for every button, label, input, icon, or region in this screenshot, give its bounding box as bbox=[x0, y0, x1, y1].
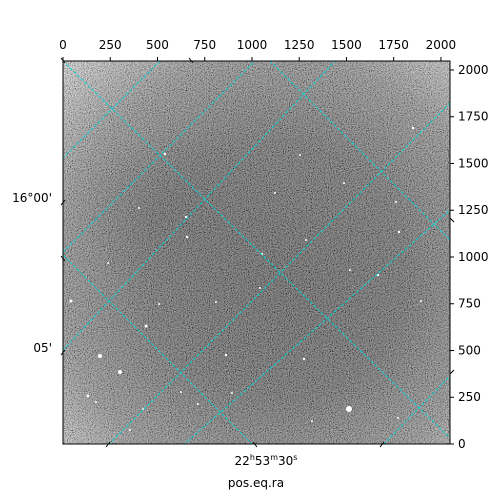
grid-line bbox=[108, 102, 450, 444]
star bbox=[142, 408, 144, 410]
star bbox=[346, 406, 352, 412]
grid-line bbox=[63, 61, 336, 351]
right-tick-label: 1500 bbox=[458, 156, 489, 170]
star bbox=[184, 215, 188, 219]
grid-line bbox=[63, 254, 253, 444]
star bbox=[69, 299, 73, 303]
star bbox=[397, 230, 401, 234]
stars-layer bbox=[69, 126, 422, 431]
star bbox=[129, 429, 131, 431]
star bbox=[163, 152, 167, 156]
star bbox=[311, 420, 313, 422]
right-tick-label: 1000 bbox=[458, 250, 489, 264]
star bbox=[299, 154, 301, 156]
grid-line bbox=[383, 375, 450, 444]
x-axis-label: pos.eq.ra bbox=[228, 476, 284, 490]
star bbox=[180, 391, 182, 393]
right-tick-label: 1750 bbox=[458, 110, 489, 124]
right-tick-label: 250 bbox=[458, 390, 481, 404]
ra-label: 22h53m30s bbox=[235, 453, 298, 468]
top-tick-label: 1250 bbox=[284, 38, 315, 52]
grid-line bbox=[63, 61, 256, 253]
star bbox=[95, 401, 97, 403]
star bbox=[343, 182, 345, 184]
right-tick-label: 750 bbox=[458, 297, 481, 311]
star bbox=[118, 370, 122, 374]
top-tick-label: 750 bbox=[193, 38, 216, 52]
star bbox=[158, 303, 160, 305]
grid-line bbox=[63, 61, 161, 159]
plot-frame bbox=[62, 60, 451, 445]
grid-line bbox=[269, 61, 450, 241]
star bbox=[224, 353, 228, 357]
star bbox=[259, 287, 261, 289]
top-tick-label: 1750 bbox=[378, 38, 409, 52]
dec-label-05: 05' bbox=[33, 341, 52, 355]
star bbox=[274, 192, 276, 194]
sky-image bbox=[63, 61, 450, 444]
star bbox=[231, 392, 233, 394]
right-pixel-axis: 0 250 500 750 1000 1250 1500 1750 2000 bbox=[450, 63, 489, 451]
right-tick-label: 2000 bbox=[458, 63, 489, 77]
star bbox=[215, 301, 217, 303]
star bbox=[107, 262, 109, 264]
top-tick-label: 1000 bbox=[237, 38, 268, 52]
star bbox=[185, 235, 189, 239]
star bbox=[305, 239, 307, 241]
star bbox=[411, 126, 415, 130]
star bbox=[302, 357, 306, 361]
dec-label-16-00: 16°00' bbox=[12, 191, 52, 205]
right-tick-label: 500 bbox=[458, 343, 481, 357]
grid-line bbox=[63, 61, 450, 439]
star bbox=[98, 354, 102, 358]
star bbox=[420, 300, 422, 302]
right-tick-label: 1250 bbox=[458, 203, 489, 217]
star bbox=[197, 403, 199, 405]
star bbox=[144, 324, 148, 328]
star bbox=[138, 207, 140, 209]
star bbox=[349, 269, 351, 271]
star bbox=[395, 201, 397, 203]
coordinate-ticks bbox=[60, 57, 455, 448]
top-tick-label: 2000 bbox=[426, 38, 457, 52]
star bbox=[86, 394, 90, 398]
top-tick-label: 250 bbox=[99, 38, 122, 52]
coordinate-grid bbox=[63, 61, 450, 444]
top-pixel-axis: 0 250 500 750 1000 1250 1500 1750 2000 bbox=[59, 38, 456, 61]
top-tick-label: 500 bbox=[146, 38, 169, 52]
right-tick-label: 0 bbox=[458, 437, 466, 451]
top-tick-label: 1500 bbox=[331, 38, 362, 52]
top-tick-label: 0 bbox=[59, 38, 67, 52]
star bbox=[397, 417, 399, 419]
